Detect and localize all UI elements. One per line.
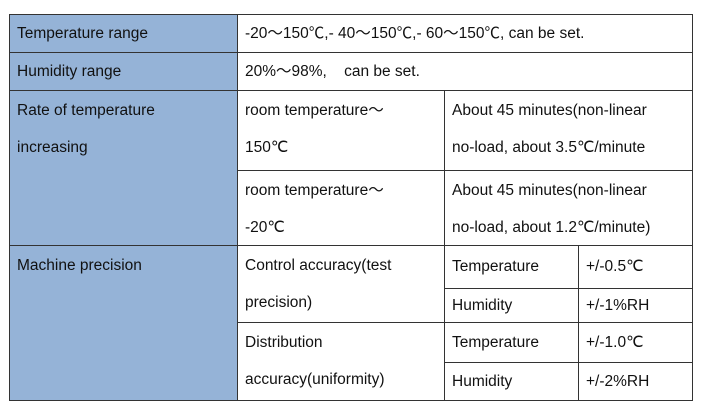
cell-text: no-load, about 3.5℃/minute — [452, 139, 646, 156]
param: Temperature — [444, 322, 579, 363]
row-label: Humidity range — [9, 52, 238, 91]
cell-text: Humidity range — [17, 62, 122, 80]
param-value: +/-2%RH — [578, 362, 693, 401]
cell-text: Rate of temperature — [17, 102, 155, 119]
param-value: +/-1.0℃ — [578, 322, 693, 363]
param: Temperature — [444, 245, 579, 289]
param: Humidity — [444, 362, 579, 401]
cell-text: Machine precision — [17, 257, 142, 274]
param-value: +/-1%RH — [578, 288, 693, 323]
cell-text: About 45 minutes(non-linear — [452, 182, 647, 199]
row-value: 20%～98%, can be set. — [237, 52, 693, 91]
cell-text: +/-1%RH — [586, 296, 650, 314]
cell-text: Distribution — [245, 334, 323, 351]
cell-text: Humidity — [452, 296, 513, 314]
param: Humidity — [444, 288, 579, 323]
row-label: Rate of temperature increasing — [9, 90, 238, 246]
cell-text: Temperature — [452, 333, 540, 351]
row-label: Machine precision — [9, 245, 238, 401]
cell-text: 150℃ — [245, 139, 289, 156]
cell-text: About 45 minutes(non-linear — [452, 102, 647, 119]
cell-text: +/-0.5℃ — [586, 258, 644, 275]
cell-text: Temperature range — [17, 24, 148, 42]
cell-text: -20～150℃,- 40～150℃,- 60～150℃, can be set… — [245, 24, 585, 42]
range: room temperature～ -20℃ — [237, 170, 445, 246]
row-value: -20～150℃,- 40～150℃,- 60～150℃, can be set… — [237, 14, 693, 53]
precision-name: Control accuracy(test precision) — [237, 245, 445, 323]
cell-text: Temperature — [452, 258, 540, 275]
row-label: Temperature range — [9, 14, 238, 53]
cell-text: precision) — [245, 294, 313, 311]
cell-text: +/-1.0℃ — [586, 333, 644, 351]
cell-text: 20%～98%, can be set. — [245, 62, 420, 80]
cell-text: Humidity — [452, 372, 513, 390]
precision-name: Distribution accuracy(uniformity) — [237, 322, 445, 401]
time: About 45 minutes(non-linear no-load, abou… — [444, 170, 693, 246]
range: room temperature～ 150℃ — [237, 90, 445, 171]
cell-text: -20℃ — [245, 219, 285, 236]
cell-text: no-load, about 1.2℃/minute) — [452, 219, 651, 236]
time: About 45 minutes(non-linear no-load, abou… — [444, 90, 693, 171]
cell-text: room temperature～ — [245, 102, 384, 119]
cell-text: +/-2%RH — [586, 372, 650, 390]
cell-text: room temperature～ — [245, 182, 384, 199]
param-value: +/-0.5℃ — [578, 245, 693, 289]
cell-text: increasing — [17, 139, 88, 156]
cell-text: accuracy(uniformity) — [245, 371, 385, 388]
cell-text: Control accuracy(test — [245, 257, 392, 274]
